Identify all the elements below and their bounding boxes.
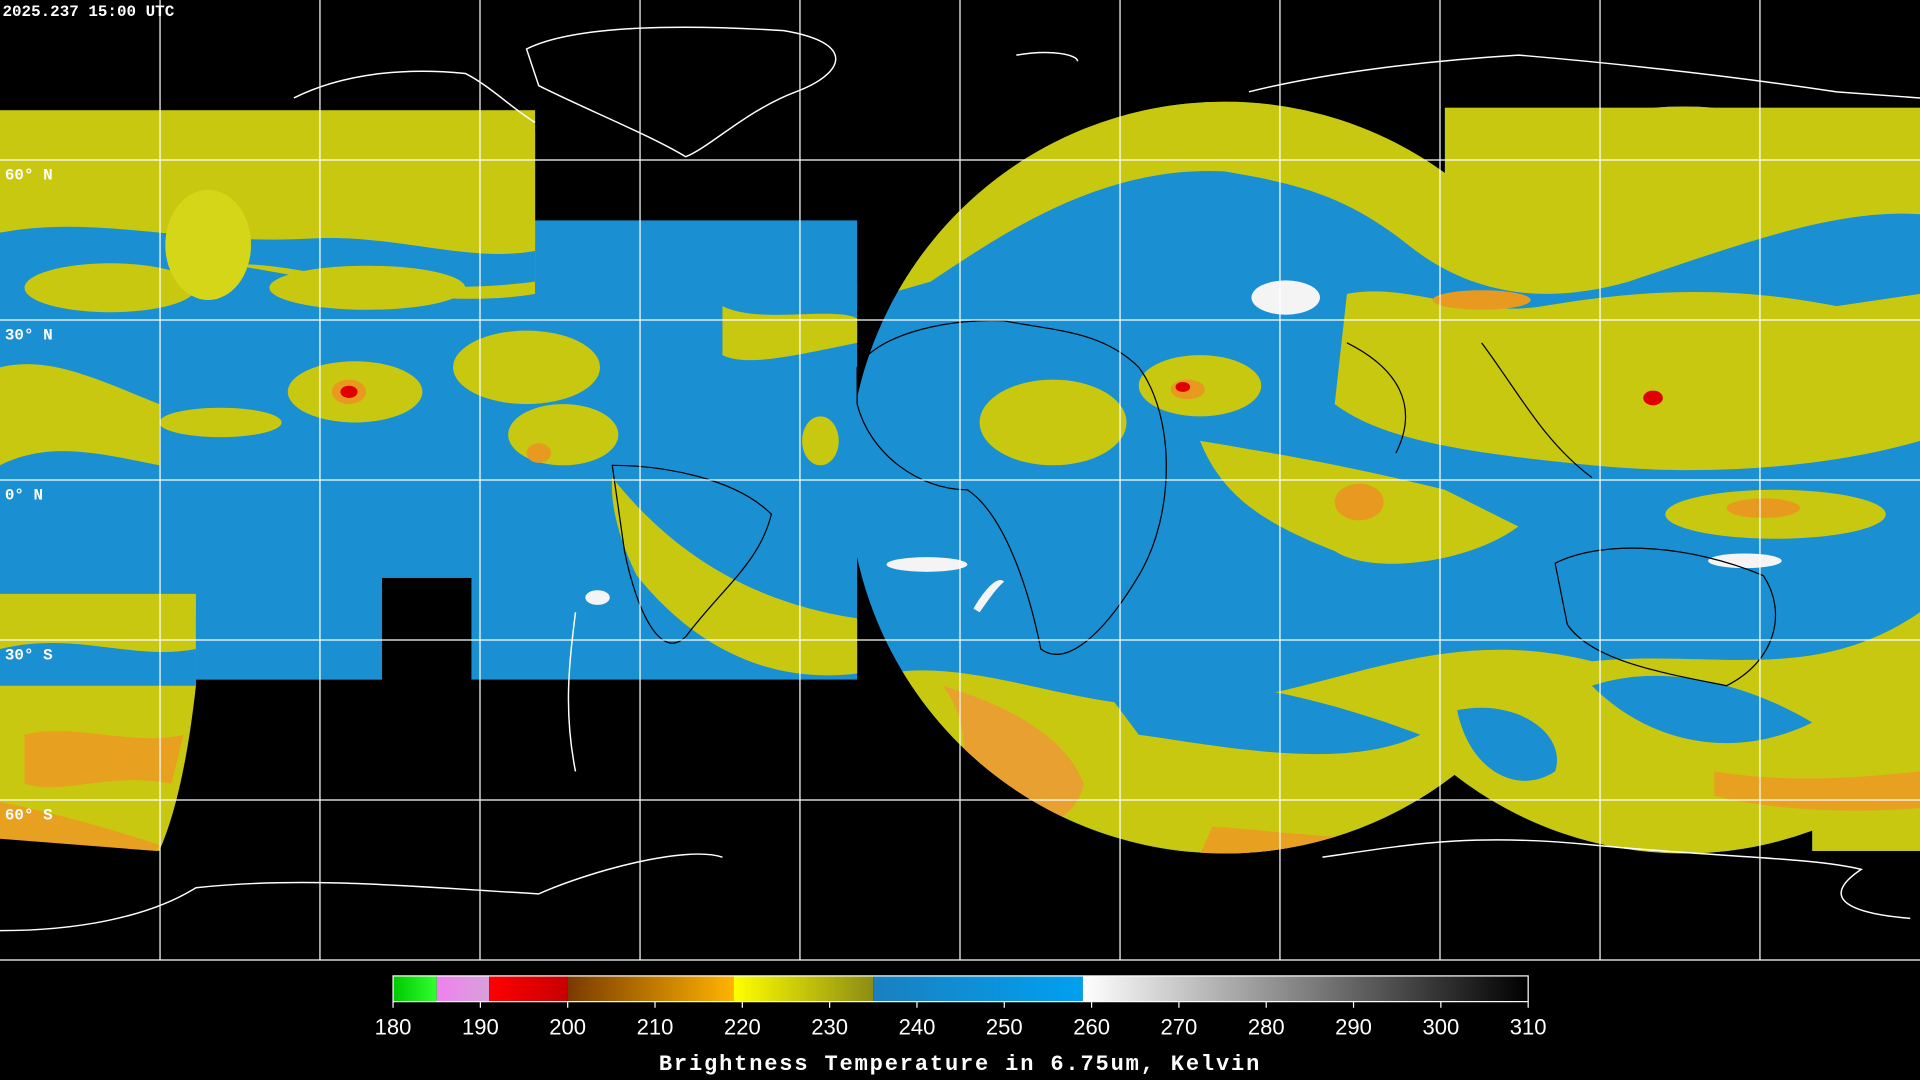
colorbar-tick-label: 210 <box>637 1015 674 1040</box>
cloud-field <box>1457 707 1557 781</box>
colorbar-tick-label: 280 <box>1248 1015 1285 1040</box>
colorbar-segment <box>436 975 490 1002</box>
cloud-field <box>611 477 858 676</box>
cloud-field <box>886 557 968 572</box>
cloud-field <box>382 577 472 681</box>
coastline <box>567 612 577 772</box>
cloud-field <box>340 385 358 398</box>
colorbar-segment <box>733 975 874 1002</box>
cloud-field <box>508 404 619 466</box>
colorbar-tick-label: 260 <box>1073 1015 1110 1040</box>
cloud-field <box>0 364 160 466</box>
cloud-field <box>453 330 600 405</box>
colorbar-tick-label: 250 <box>986 1015 1023 1040</box>
cloud-field <box>0 802 160 852</box>
colorbar-frame <box>392 975 1529 1003</box>
cloud-field <box>585 590 610 605</box>
timestamp: 2025.237 15:00 UTC <box>2 3 174 21</box>
cloud-field <box>1334 483 1384 521</box>
cloud-field <box>195 612 383 680</box>
colorbar-tick-label: 180 <box>375 1015 412 1040</box>
lat-label: 60° N <box>5 167 53 185</box>
lat-label: 30° N <box>5 327 53 345</box>
cloud-field <box>1102 680 1421 755</box>
cloud-field <box>24 263 196 313</box>
cloud-field <box>526 443 552 463</box>
cloud-field <box>165 189 252 300</box>
colorbar-tick-label: 290 <box>1335 1015 1372 1040</box>
cloud-field <box>269 265 466 310</box>
colorbar-tick-label: 270 <box>1161 1015 1198 1040</box>
coastline <box>856 319 1167 655</box>
cloud-field <box>1251 280 1320 315</box>
cloud-field <box>848 101 1920 307</box>
cloud-field <box>1408 355 1654 454</box>
lat-label: 60° S <box>5 807 53 825</box>
cloud-field <box>973 580 1005 613</box>
coastlines <box>611 319 1777 687</box>
colorbar-tick-label: 300 <box>1422 1015 1459 1040</box>
cloud-field <box>0 642 196 686</box>
colorbar-tick-label: 200 <box>549 1015 586 1040</box>
coastline <box>525 26 837 158</box>
cloud-field <box>1726 498 1800 518</box>
coastline <box>1016 51 1920 99</box>
cloud-field <box>1175 382 1191 392</box>
coastline <box>1554 547 1777 687</box>
colorbar-segment <box>489 975 568 1002</box>
colorbar-tick-label: 310 <box>1510 1015 1547 1040</box>
coastline <box>1346 342 1593 479</box>
coastlines <box>0 26 1920 932</box>
colorbar-tick-label: 240 <box>899 1015 936 1040</box>
colorbar-segment <box>873 975 1083 1002</box>
coastline <box>293 70 536 124</box>
cloud-field <box>1714 771 1920 811</box>
colorbar-segment <box>567 975 734 1002</box>
cloud-field <box>159 407 282 438</box>
coastline <box>1322 839 1911 920</box>
coastline <box>0 853 723 932</box>
colorbar-tick-label: 220 <box>724 1015 761 1040</box>
cloud-field <box>24 731 184 788</box>
cloud-field <box>979 379 1127 466</box>
colorbar-segment <box>393 975 437 1002</box>
lat-label: 0° N <box>5 487 43 505</box>
colorbar-tick-label: 190 <box>462 1015 499 1040</box>
cloud-field <box>848 101 1920 854</box>
lat-label: 30° S <box>5 647 53 665</box>
coastline <box>611 464 773 644</box>
colorbar-segment <box>1082 975 1529 1002</box>
colorbar-label: Brightness Temperature in 6.75um, Kelvin <box>659 1052 1261 1077</box>
cloud-field <box>1591 675 1813 744</box>
cloud-field <box>535 281 858 307</box>
imagery <box>0 101 1920 854</box>
cloud-field <box>1432 290 1531 310</box>
colorbar-tick-label: 230 <box>811 1015 848 1040</box>
cloud-field <box>802 416 839 466</box>
cloud-field <box>1708 553 1782 569</box>
cloud-field <box>1643 390 1663 406</box>
